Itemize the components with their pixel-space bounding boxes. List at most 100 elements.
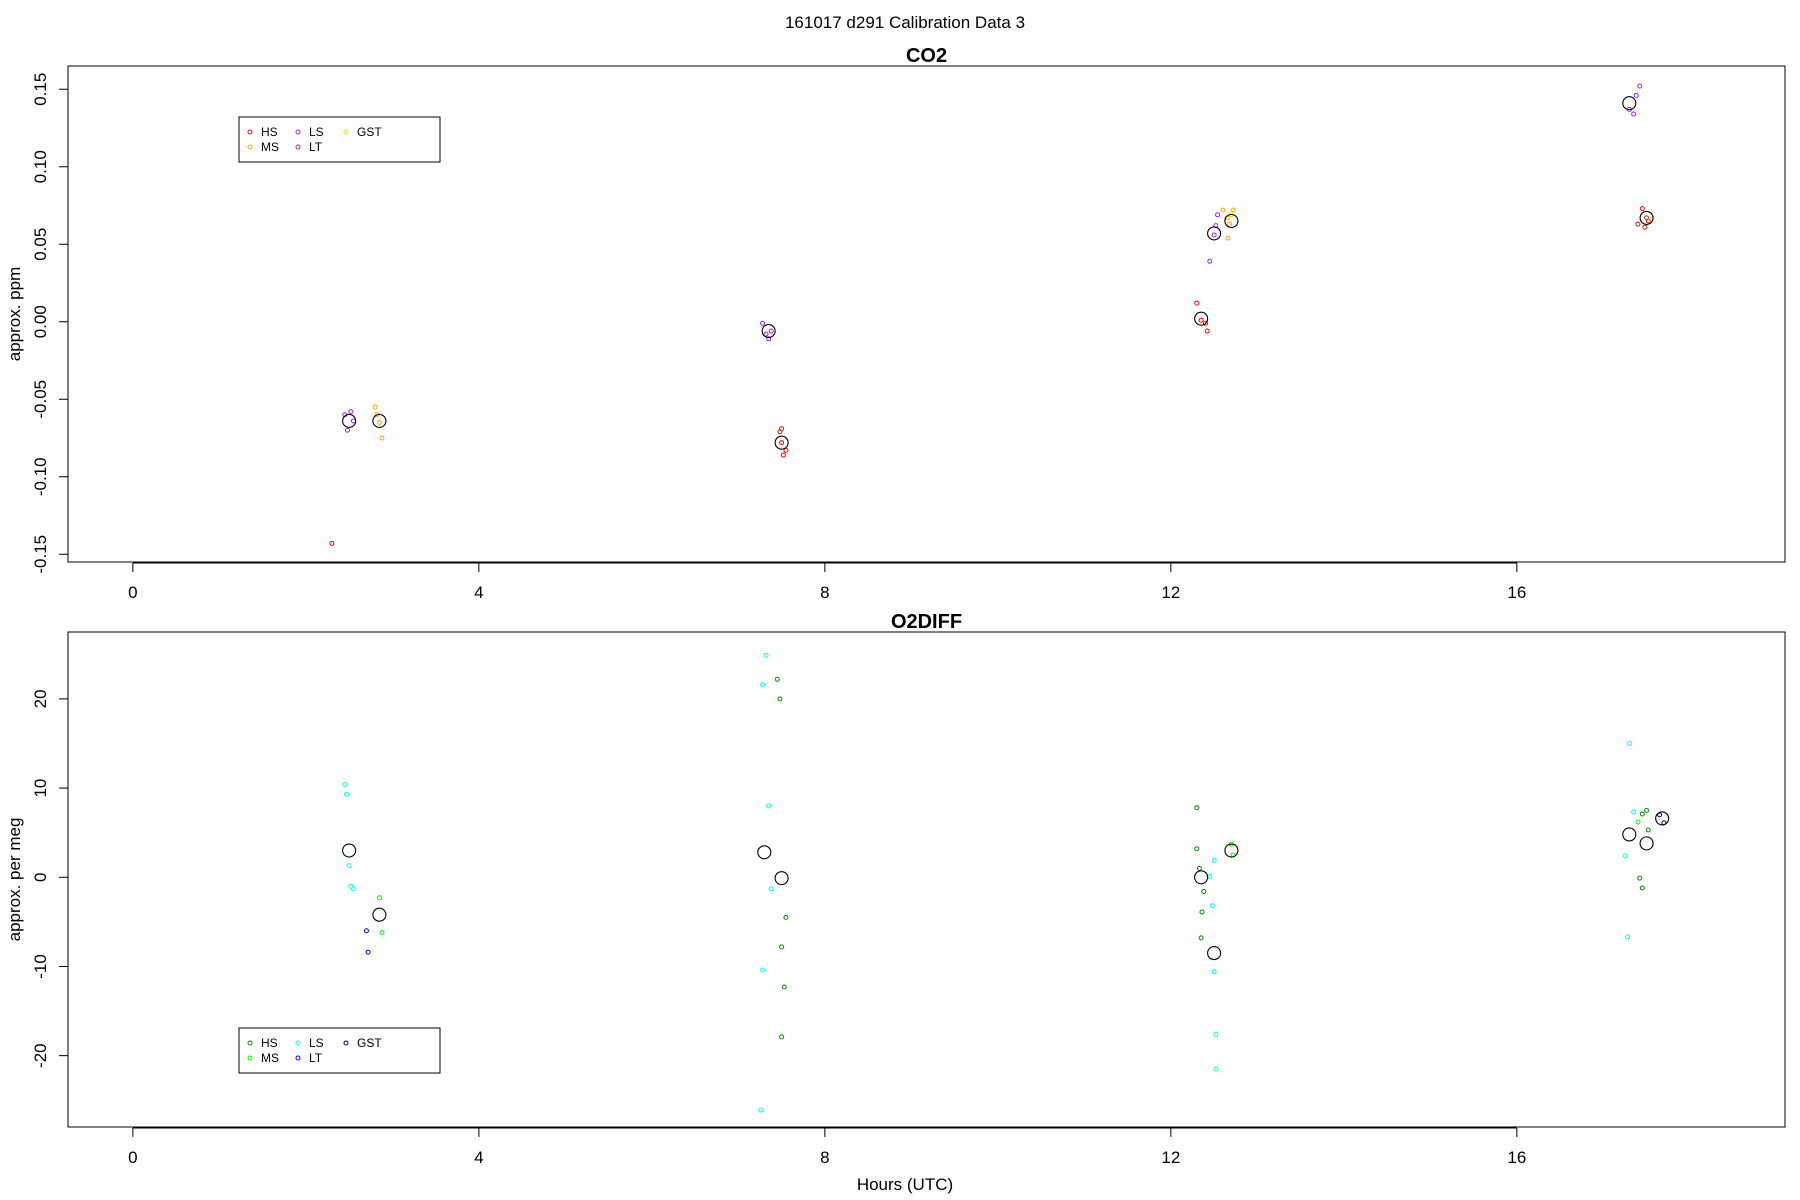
co2-legend-marker-lt (295, 144, 301, 150)
co2-point-ms (372, 404, 378, 410)
co2-y-tick-label: -0.05 (31, 380, 50, 419)
o2diff-mean-point (774, 871, 789, 886)
co2-title: CO2 (906, 45, 947, 67)
o2diff-y-tick-label: -10 (31, 954, 50, 979)
co2-point-ls (768, 328, 774, 334)
o2diff-point-ms (379, 930, 385, 936)
o2diff-y-axis-label: approx. per meg (5, 818, 24, 942)
co2-point-hs (779, 440, 785, 446)
co2-point-hs (1639, 206, 1645, 212)
co2-point-hs (1635, 221, 1641, 227)
co2-mean-point (1224, 213, 1239, 229)
o2diff-legend-label-ms: MS (261, 1051, 279, 1065)
x-axis-label: Hours (UTC) (857, 1175, 953, 1194)
o2diff-legend-marker-ls (295, 1040, 301, 1046)
co2-legend-label-hs: HS (261, 125, 278, 139)
co2-x-tick-label: 4 (474, 583, 483, 602)
co2-point-ms (379, 435, 385, 441)
co2-mean-point (372, 413, 387, 429)
co2-mean-point (1639, 210, 1654, 225)
o2diff-point-hs (1639, 885, 1645, 891)
co2-point-ls (766, 336, 772, 342)
o2diff-point-ls (1622, 853, 1628, 859)
co2-point-ls (348, 409, 354, 415)
co2-point-lt (1644, 215, 1650, 221)
co2-mean-point (1622, 96, 1637, 111)
co2-legend-marker-hs (247, 129, 253, 135)
o2diff-point-hs (1198, 935, 1204, 941)
o2diff-legend-label-ls: LS (309, 1036, 324, 1050)
co2-point-ls (1637, 83, 1643, 89)
o2diff-legend-label-gst: GST (357, 1036, 382, 1050)
o2diff-y-tick-label: -20 (31, 1043, 50, 1068)
o2diff-legend-marker-hs (247, 1040, 253, 1046)
o2diff-point-ls (344, 791, 350, 797)
o2diff-point-hs (779, 1034, 785, 1040)
o2diff-y-tick-label: 0 (31, 873, 50, 882)
o2diff-point-hs (1644, 807, 1650, 813)
co2-x-tick-label: 12 (1161, 583, 1180, 602)
o2diff-point-ms (1635, 819, 1641, 825)
o2diff-point-ls (768, 886, 774, 892)
o2diff-mean-point (1655, 811, 1670, 826)
o2diff-x-tick-label: 0 (128, 1148, 137, 1167)
co2-legend-marker-ms (247, 144, 253, 150)
co2-legend-label-ls: LS (309, 125, 324, 139)
co2-mean-point (774, 435, 789, 450)
o2diff-point-ls (1631, 809, 1637, 815)
co2-x-tick-label: 0 (128, 583, 137, 602)
o2diff-point-ls (348, 883, 354, 889)
co2-point-ms (1225, 235, 1231, 241)
co2-point-hs (1202, 320, 1208, 326)
o2diff-point-hs (783, 914, 789, 920)
co2-point-hs (1194, 300, 1200, 306)
o2diff-mean-point (372, 907, 387, 922)
co2-point-ms (1230, 207, 1236, 213)
o2diff-point-ls (1626, 740, 1632, 746)
o2diff-point-ls (758, 1107, 764, 1113)
o2diff-mean-point (757, 845, 772, 860)
co2-x-tick-label: 8 (820, 583, 829, 602)
o2diff-point-ls (766, 803, 772, 809)
o2diff-mean-point (1622, 827, 1637, 842)
co2-point-hs (1198, 317, 1204, 323)
co2-point-ls (344, 427, 350, 433)
o2diff-mean-point (1194, 870, 1209, 885)
o2diff-point-hs (1194, 805, 1200, 811)
o2diff-y-tick-label: 20 (31, 689, 50, 708)
co2-point-ls (1631, 111, 1637, 117)
o2diff-mean-point (1224, 843, 1239, 858)
o2diff-mean-point (1639, 836, 1654, 851)
o2diff-title: O2DIFF (891, 611, 962, 633)
co2-point-ls (1211, 232, 1217, 238)
co2-y-tick-label: -0.10 (31, 457, 50, 496)
o2diff-point-ls (760, 967, 766, 973)
o2diff-panel: O2DIFF 0 4 8 12 16 -20 -10 0 10 20 approx. per meg H… (5, 611, 1786, 1167)
co2-point-ms (1227, 221, 1233, 227)
co2-legend-label-ms: MS (261, 140, 279, 154)
o2diff-point-hs (781, 984, 787, 990)
co2-y-axis-label: approx. ppm (5, 267, 24, 362)
co2-mean-point (761, 323, 776, 339)
co2-y-tick-label: 0.10 (31, 150, 50, 183)
o2diff-point-hs (1196, 865, 1202, 871)
o2diff-point-hs (1645, 827, 1651, 833)
o2diff-x-tick-label: 8 (820, 1148, 829, 1167)
o2diff-point-ls (1213, 1031, 1219, 1037)
o2diff-point-ls (760, 682, 766, 688)
co2-point-ls (350, 418, 356, 424)
o2diff-point-ls (1211, 969, 1217, 975)
page-title: 161017 d291 Calibration Data 3 (785, 13, 1025, 32)
o2diff-point-hs (774, 676, 780, 682)
co2-y-tick-label: 0.15 (31, 73, 50, 106)
o2diff-point-ls (1209, 903, 1215, 909)
o2diff-point-ls (346, 863, 352, 869)
o2diff-point-ls (1625, 934, 1631, 940)
o2diff-point-ls (763, 652, 769, 658)
o2diff-legend-marker-lt (295, 1055, 301, 1061)
co2-legend-box (238, 116, 441, 163)
co2-x-tick-label: 16 (1507, 583, 1526, 602)
